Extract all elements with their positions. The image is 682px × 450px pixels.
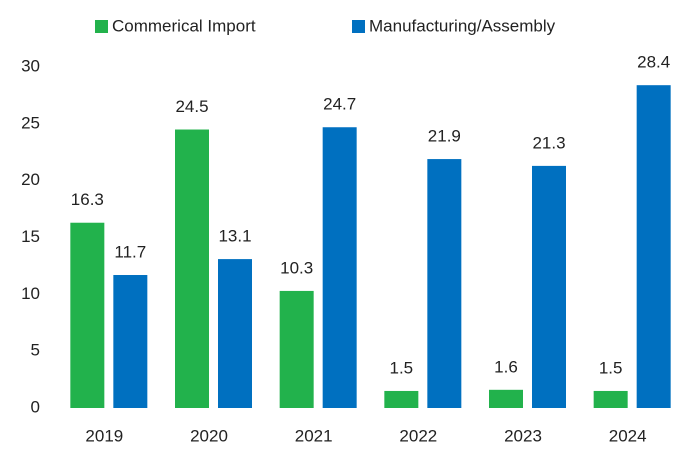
bar [322,127,357,408]
value-label: 1.6 [494,357,518,376]
value-label: 21.3 [532,133,565,152]
value-label: 28.4 [637,53,670,72]
x-tick-label: 2023 [504,426,542,445]
value-label: 13.1 [218,227,251,246]
bar [593,390,628,408]
bar [636,85,671,408]
bar [175,129,209,408]
value-label: 11.7 [114,242,146,261]
y-tick-label: 15 [21,227,40,246]
bar [279,290,314,408]
x-tick-label: 2022 [399,426,437,445]
x-tick-label: 2019 [85,426,123,445]
bar [489,389,523,408]
x-tick-label: 2020 [190,426,228,445]
y-tick-label: 25 [21,113,40,132]
value-label: 1.5 [390,358,414,377]
y-tick-label: 20 [21,170,40,189]
legend-swatch [352,20,365,33]
y-tick-label: 30 [21,56,40,75]
value-label: 24.7 [323,95,356,114]
y-tick-label: 10 [21,284,40,303]
x-tick-label: 2021 [295,426,333,445]
bar [427,159,462,408]
value-label: 21.9 [428,127,461,146]
x-tick-label: 2024 [609,426,647,445]
bar [70,222,105,408]
legend-label: Commerical Import [112,16,256,35]
value-label: 1.5 [599,358,623,377]
y-tick-label: 5 [31,341,40,360]
value-label: 24.5 [175,97,208,116]
value-label: 16.3 [71,190,104,209]
bar [113,275,148,408]
bar [532,165,566,408]
legend-swatch [95,20,108,33]
y-tick-label: 0 [31,397,40,416]
bar [218,259,252,408]
value-label: 10.3 [280,258,313,277]
legend-label: Manufacturing/Assembly [369,16,556,35]
bar [384,390,419,408]
